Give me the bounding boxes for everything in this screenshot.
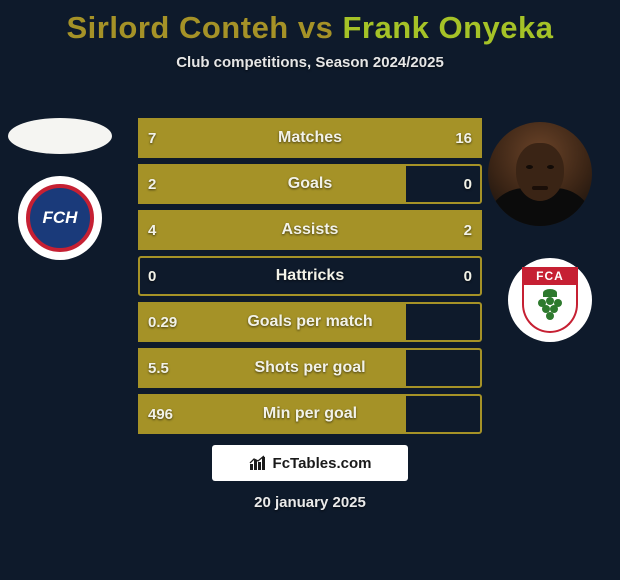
club-left-badge: FCH — [18, 176, 102, 260]
title-vs: vs — [289, 10, 343, 45]
bars-icon — [249, 455, 267, 471]
stat-row: Shots per goal5.5 — [138, 348, 482, 388]
footer-date: 20 january 2025 — [0, 494, 620, 511]
title-right-player: Frank Onyeka — [342, 10, 553, 45]
bar-right — [241, 118, 482, 158]
club-right-badge: FCA — [508, 258, 592, 342]
club-left-abbr: FCH — [26, 184, 94, 252]
bar-left — [138, 302, 406, 342]
stat-value-left: 0 — [148, 256, 156, 296]
stat-row: Goals20 — [138, 164, 482, 204]
player-left-photo — [8, 118, 112, 154]
comparison-chart: Matches716Goals20Assists42Hattricks00Goa… — [138, 118, 482, 440]
club-right-abbr: FCA — [522, 267, 578, 285]
stat-row: Goals per match0.29 — [138, 302, 482, 342]
bar-left — [138, 348, 406, 388]
bar-left — [138, 210, 368, 250]
bar-right — [368, 210, 482, 250]
bar-left — [138, 118, 241, 158]
watermark-text: FcTables.com — [273, 455, 372, 472]
bar-left — [138, 394, 406, 434]
page-title: Sirlord Conteh vs Frank Onyeka — [0, 0, 620, 46]
stat-value-right: 0 — [464, 256, 472, 296]
bar-left — [138, 164, 406, 204]
watermark: FcTables.com — [212, 445, 408, 481]
stat-row: Hattricks0 0 — [138, 256, 482, 296]
subtitle: Club competitions, Season 2024/2025 — [0, 54, 620, 71]
stat-label: Hattricks — [138, 256, 482, 296]
title-left-player: Sirlord Conteh — [66, 10, 288, 45]
stat-value-right: 0 — [464, 164, 472, 204]
player-right-photo — [488, 122, 592, 226]
grapes-icon — [536, 293, 564, 323]
stat-row: Assists42 — [138, 210, 482, 250]
stat-row: Min per goal496 — [138, 394, 482, 434]
stat-row: Matches716 — [138, 118, 482, 158]
